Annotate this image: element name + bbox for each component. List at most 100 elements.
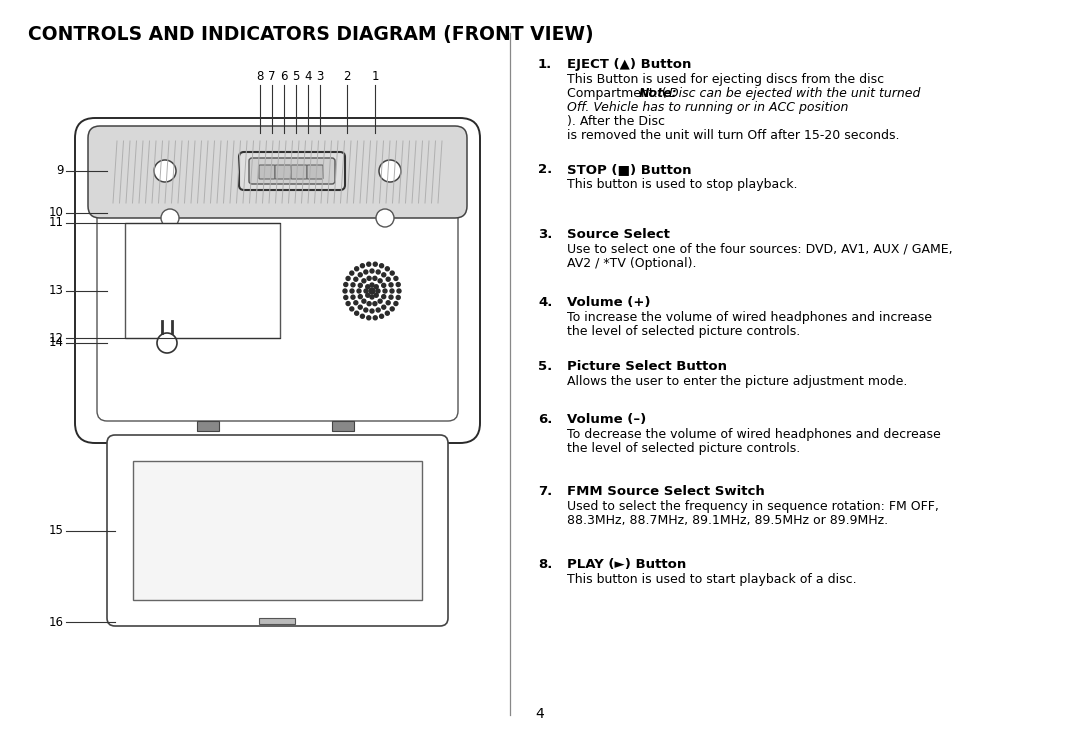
Circle shape [367,276,372,280]
FancyBboxPatch shape [249,158,335,184]
Text: Volume (–): Volume (–) [567,413,646,426]
Text: Compartment. (: Compartment. ( [567,87,666,100]
FancyBboxPatch shape [97,140,458,421]
Circle shape [161,209,179,227]
Circle shape [396,282,401,287]
Circle shape [390,307,394,311]
Circle shape [359,273,362,277]
Text: 8.: 8. [538,558,552,571]
Bar [197,421,219,431]
Text: 13: 13 [49,285,64,297]
Text: STOP (■) Button: STOP (■) Button [567,163,691,176]
Text: 9: 9 [56,164,64,178]
Circle shape [367,316,370,319]
Circle shape [376,270,380,274]
Text: 4: 4 [536,707,544,721]
FancyBboxPatch shape [239,152,345,190]
Circle shape [381,283,386,288]
Circle shape [157,333,177,353]
Text: 88.3MHz, 88.7MHz, 89.1MHz, 89.5MHz or 89.9MHz.: 88.3MHz, 88.7MHz, 89.1MHz, 89.5MHz or 89… [567,514,888,527]
Text: Allows the user to enter the picture adjustment mode.: Allows the user to enter the picture adj… [567,375,907,388]
Circle shape [364,289,368,293]
Text: FMM Source Select Switch: FMM Source Select Switch [567,485,765,498]
Text: 5.: 5. [538,360,552,373]
Circle shape [390,271,394,275]
Text: the level of selected picture controls.: the level of selected picture controls. [567,325,800,338]
FancyBboxPatch shape [75,118,480,443]
Circle shape [362,299,366,303]
Text: This Button is used for ejecting discs from the disc: This Button is used for ejecting discs f… [567,73,885,86]
Circle shape [379,264,383,267]
Text: 6.: 6. [538,413,552,426]
Text: is removed the unit will turn Off after 15-20 seconds.: is removed the unit will turn Off after … [567,129,900,142]
Circle shape [370,309,374,313]
Circle shape [370,269,374,273]
Circle shape [387,277,390,282]
Text: 5: 5 [293,70,299,83]
Circle shape [346,276,350,280]
Text: 3: 3 [316,70,324,83]
Circle shape [343,289,347,293]
Circle shape [373,276,377,280]
Circle shape [361,264,364,267]
Text: 16: 16 [49,615,64,629]
Circle shape [394,276,397,280]
Text: 6: 6 [280,70,287,83]
Circle shape [394,302,397,305]
FancyBboxPatch shape [275,165,291,179]
Text: AV2 / *TV (Optional).: AV2 / *TV (Optional). [567,257,697,270]
Circle shape [370,283,374,287]
Text: 2.: 2. [538,163,552,176]
Circle shape [381,273,386,277]
FancyBboxPatch shape [259,165,275,179]
FancyBboxPatch shape [107,435,448,626]
Circle shape [374,262,377,266]
Circle shape [350,271,354,275]
Text: 2: 2 [343,70,351,83]
Text: Use to select one of the four sources: DVD, AV1, AUX / GAME,: Use to select one of the four sources: D… [567,243,953,256]
Text: To increase the volume of wired headphones and increase: To increase the volume of wired headphon… [567,311,932,324]
Circle shape [359,305,362,309]
Circle shape [375,293,378,297]
Circle shape [389,283,393,287]
Circle shape [343,296,348,299]
Circle shape [381,305,386,309]
Text: Used to select the frequency in sequence rotation: FM OFF,: Used to select the frequency in sequence… [567,500,939,513]
FancyBboxPatch shape [87,126,467,218]
Circle shape [381,295,386,299]
Circle shape [351,295,355,299]
Circle shape [367,302,372,305]
Bar [133,461,422,600]
Circle shape [386,267,389,270]
Circle shape [366,293,369,297]
Text: 14: 14 [49,337,64,349]
Circle shape [374,316,377,319]
Text: 1: 1 [372,70,379,83]
Circle shape [361,314,364,318]
Circle shape [390,289,394,293]
Text: 8: 8 [256,70,264,83]
Circle shape [351,283,355,287]
FancyBboxPatch shape [307,165,323,179]
Circle shape [354,277,357,282]
Circle shape [397,289,401,293]
Circle shape [370,295,374,299]
Text: 1.: 1. [538,58,552,71]
Text: Note:: Note: [639,87,678,100]
Bar [332,421,354,431]
Circle shape [373,302,377,305]
Circle shape [359,295,362,299]
Text: Volume (+): Volume (+) [567,296,650,309]
Circle shape [378,279,382,283]
Text: Disc can be ejected with the unit turned: Disc can be ejected with the unit turned [665,87,920,100]
Text: 3.: 3. [538,228,552,241]
Circle shape [396,296,401,299]
Text: To decrease the volume of wired headphones and decrease: To decrease the volume of wired headphon… [567,428,941,441]
Text: Picture Select Button: Picture Select Button [567,360,727,373]
Text: Off. Vehicle has to running or in ACC position: Off. Vehicle has to running or in ACC po… [567,101,849,114]
Circle shape [367,262,370,266]
Text: This button is used to start playback of a disc.: This button is used to start playback of… [567,573,856,586]
Circle shape [359,283,362,288]
Circle shape [362,279,366,283]
Circle shape [357,289,361,293]
